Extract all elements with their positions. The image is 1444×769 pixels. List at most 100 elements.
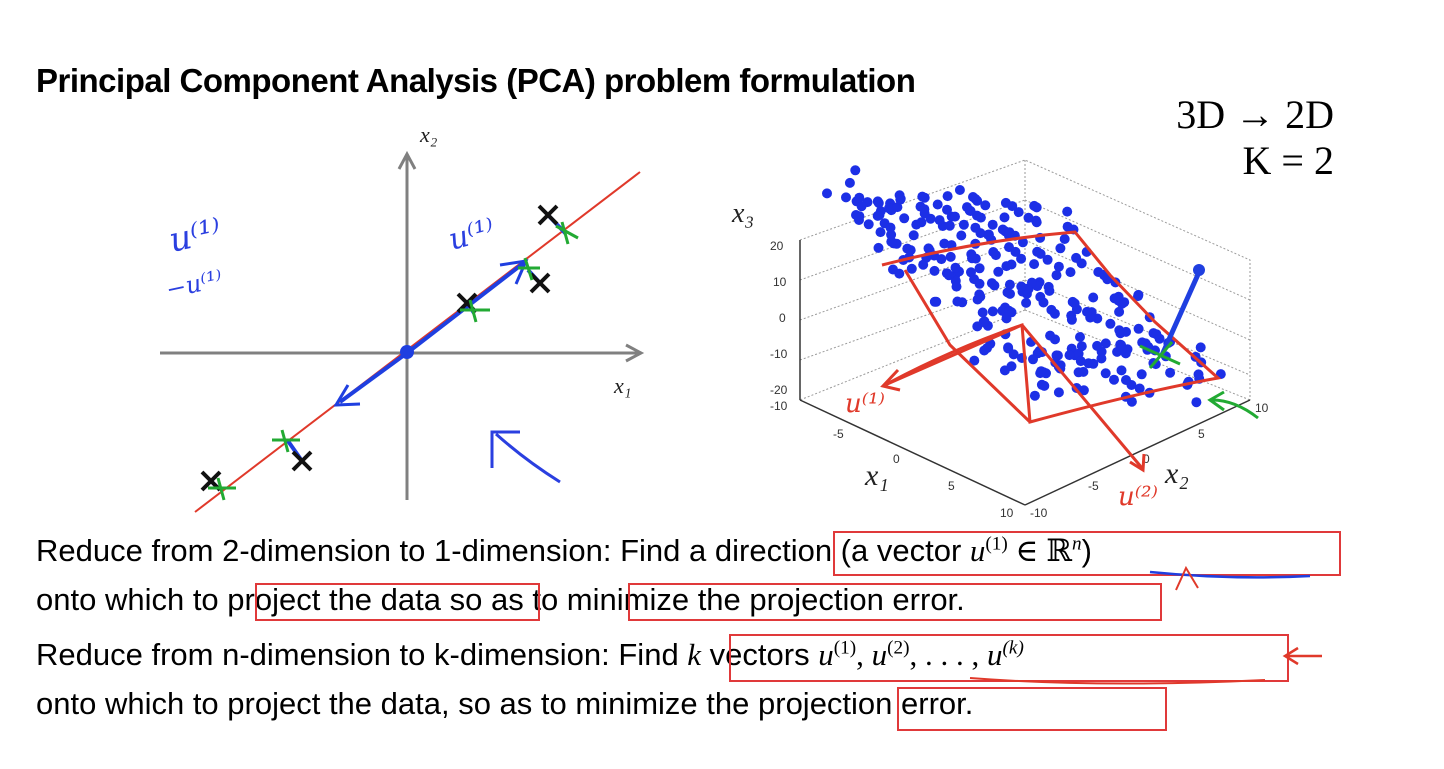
- 3d-data-point: [1043, 281, 1054, 292]
- y-tick: -5: [1088, 479, 1099, 493]
- 3d-data-point: [1031, 202, 1042, 213]
- 3d-data-point: [1096, 346, 1107, 357]
- green-pointer-arrowhead: [1207, 390, 1225, 412]
- 3d-data-point: [979, 316, 990, 327]
- 3d-data-point: [1105, 318, 1116, 329]
- 3d-data-point: [1113, 291, 1124, 302]
- x-axis-arrow: [625, 343, 645, 363]
- slide-title: Principal Component Analysis (PCA) probl…: [36, 62, 916, 99]
- 3d-data-point: [1092, 340, 1103, 351]
- 3d-data-point: [1191, 397, 1202, 408]
- 3d-data-point: [872, 210, 883, 221]
- 3d-data-point: [945, 251, 956, 262]
- 3d-data-point: [885, 198, 896, 209]
- data-point: [456, 292, 478, 314]
- 3d-data-point: [1035, 368, 1046, 379]
- 3d-data-point: [899, 213, 910, 224]
- 3d-data-point: [936, 254, 947, 265]
- 3d-data-point: [988, 247, 999, 257]
- u1-vector: [405, 260, 527, 355]
- u2-annotation: u⁽²⁾: [1118, 482, 1158, 512]
- 3d-data-point: [1026, 277, 1037, 288]
- 3d-data-point: [1071, 252, 1082, 263]
- 3d-data-point: [964, 205, 975, 216]
- u-superscript-k: (k): [1002, 637, 1024, 659]
- 3d-data-point: [1032, 246, 1043, 257]
- 3d-data-point: [970, 238, 981, 249]
- 3d-data-point: [886, 205, 897, 216]
- neg-u1-arrowhead: [333, 384, 361, 407]
- 3d-data-point: [972, 210, 982, 221]
- x-axis-label: x₁: [864, 459, 889, 492]
- 3d-data-point: [904, 252, 915, 263]
- 3d-data-point: [1073, 348, 1084, 359]
- 3d-data-point: [1075, 332, 1085, 342]
- close-paren: ): [1081, 533, 1092, 568]
- 3d-data-point: [1034, 345, 1045, 356]
- 3d-data-point: [1067, 296, 1078, 307]
- highlight-box-projection-error: [897, 687, 1167, 731]
- u1-annotation-center: u⁽¹⁾: [445, 212, 499, 258]
- direction-text: direction (a vector: [714, 533, 970, 568]
- data-points: [200, 204, 559, 492]
- origin-point: [400, 345, 414, 359]
- 3d-data-point: [1023, 284, 1034, 294]
- 3d-data-point: [1009, 230, 1020, 241]
- x-tick: 10: [1000, 506, 1014, 520]
- 3d-data-point: [969, 274, 980, 285]
- highlight-box-direction: [833, 531, 1341, 576]
- 3d-data-point: [884, 203, 894, 214]
- 3d-data-point: [1078, 385, 1089, 396]
- 3d-data-point: [946, 240, 957, 251]
- 3d-data-point: [1004, 227, 1015, 238]
- 3d-data-point: [1109, 374, 1119, 385]
- u-symbol: u: [871, 637, 888, 672]
- 3d-data-point: [1002, 287, 1013, 298]
- z-tick: 10: [773, 275, 787, 289]
- 3d-data-point: [1143, 341, 1154, 352]
- 3d-data-point: [1092, 313, 1103, 324]
- 3d-data-point: [1120, 348, 1131, 359]
- 3d-data-point: [1004, 305, 1014, 316]
- text-line-3-part-a: Reduce from n-dimension to k-dimension:: [36, 637, 619, 672]
- 3d-data-point: [1182, 379, 1193, 390]
- y-tick: 0: [1143, 452, 1150, 466]
- u1-direction-arrow: [884, 323, 1023, 387]
- x-tick: 0: [893, 452, 900, 466]
- 3d-data-point: [924, 245, 935, 256]
- 3d-data-point: [944, 220, 955, 231]
- highlighted-direction-phrase: direction (a vector u(1) ∈ ℝn): [715, 533, 1092, 568]
- 3d-data-point: [851, 210, 861, 220]
- 3d-data-point: [1046, 304, 1057, 315]
- 3d-data-point: [874, 209, 885, 220]
- 3d-data-point: [972, 294, 983, 305]
- y-tick: 10: [1255, 401, 1269, 415]
- 3d-data-point: [1004, 279, 1015, 290]
- 3d-data-point: [1000, 197, 1011, 208]
- 3d-data-point: [1029, 200, 1040, 211]
- text-line-2-part-a: onto which to: [36, 582, 228, 617]
- 3d-data-point: [1076, 341, 1087, 352]
- 3d-data-point: [997, 224, 1008, 235]
- 3d-data-point: [983, 229, 994, 240]
- 3d-data-point: [1007, 201, 1018, 212]
- 3d-data-point: [1121, 375, 1131, 385]
- 3d-data-point: [1142, 344, 1153, 355]
- 3d-data-point: [854, 211, 865, 222]
- 3d-data-point: [888, 264, 898, 275]
- dimension-annotation: 3D → 2D K = 2: [1176, 92, 1334, 184]
- 3d-data-point: [919, 208, 930, 219]
- 3d-data-point: [1086, 307, 1097, 318]
- 3d-data-point: [980, 200, 991, 211]
- 3d-data-point: [906, 263, 917, 274]
- 3d-data-point: [1093, 267, 1104, 277]
- u-superscript-1: (1): [833, 637, 857, 659]
- 3d-data-point: [970, 222, 981, 233]
- 3d-data-point: [1099, 270, 1110, 281]
- 3d-data-point: [1163, 338, 1174, 348]
- 3d-data-point: [894, 190, 905, 201]
- 3d-data-point: [1068, 224, 1079, 235]
- highlight-box-minimize-error: [628, 583, 1162, 621]
- projected-points: [208, 221, 579, 501]
- 3d-data-point: [1134, 383, 1145, 394]
